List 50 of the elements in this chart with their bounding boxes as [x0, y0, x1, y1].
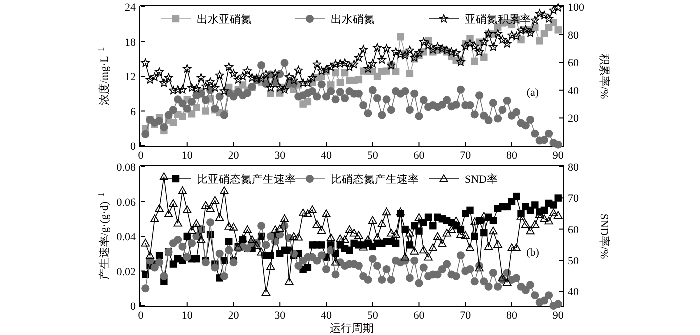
x-tick-label: 0	[138, 150, 144, 162]
y2-tick-label: 20	[568, 113, 580, 126]
x-tick-label: 60	[414, 310, 426, 322]
x-tick-label: 10	[182, 310, 194, 322]
annotation: (a)	[526, 86, 540, 99]
y2-axis-title: 积累率/%	[598, 54, 611, 100]
legend-label: 比硝态氮产生速率	[331, 173, 419, 186]
x-tick-label: 50	[367, 150, 379, 162]
y-tick-label: 0.08	[116, 162, 136, 174]
y2-tick-label: 80	[568, 162, 580, 174]
y2-tick-label: 100	[568, 2, 585, 14]
x-tick-label: 90	[552, 150, 564, 162]
y-tick-label: 0.06	[116, 196, 136, 209]
x-tick-label: 90	[552, 310, 564, 322]
x-axis-title: 运行周期	[330, 322, 374, 335]
y-tick-label: 6	[130, 106, 136, 118]
y-tick-label: 18	[125, 36, 136, 49]
x-tick-label: 80	[506, 310, 518, 322]
y-tick-label: 0.04	[116, 232, 136, 244]
legend-label: SND率	[465, 173, 498, 186]
y-tick-label: 0.02	[116, 266, 136, 278]
legend-label: 出水亚硝氮	[197, 13, 252, 26]
x-tick-label: 50	[367, 310, 379, 322]
y2-tick-label: 60	[568, 224, 580, 236]
x-tick-label: 20	[228, 310, 240, 322]
y2-tick-label: 70	[568, 193, 580, 206]
y2-tick-label: 50	[568, 256, 580, 268]
y-tick-label: 0	[130, 301, 136, 313]
x-tick-label: 30	[274, 310, 286, 322]
y2-axis-title: SND率/%	[598, 214, 611, 260]
x-tick-label: 20	[228, 150, 240, 162]
legend-label: 出水硝氮	[331, 13, 375, 26]
y2-tick-label: 80	[568, 30, 580, 42]
y-tick-label: 12	[125, 72, 136, 84]
y-tick-label: 0	[130, 141, 136, 153]
x-tick-label: 0	[138, 310, 144, 322]
y2-tick-label: 60	[568, 58, 580, 70]
x-tick-label: 80	[506, 150, 518, 162]
x-tick-label: 40	[320, 310, 332, 322]
x-tick-label: 70	[460, 150, 472, 162]
x-tick-label: 30	[274, 150, 286, 162]
x-tick-label: 60	[414, 150, 426, 162]
legend-label: 比亚硝态氮产生速率	[197, 173, 296, 186]
x-tick-label: 70	[460, 310, 472, 322]
annotation: (b)	[526, 246, 540, 259]
y2-tick-label: 40	[568, 85, 580, 98]
y2-tick-label: 40	[568, 286, 580, 299]
x-tick-label: 40	[320, 150, 332, 162]
y-tick-label: 24	[125, 2, 136, 14]
x-tick-label: 10	[182, 150, 194, 162]
